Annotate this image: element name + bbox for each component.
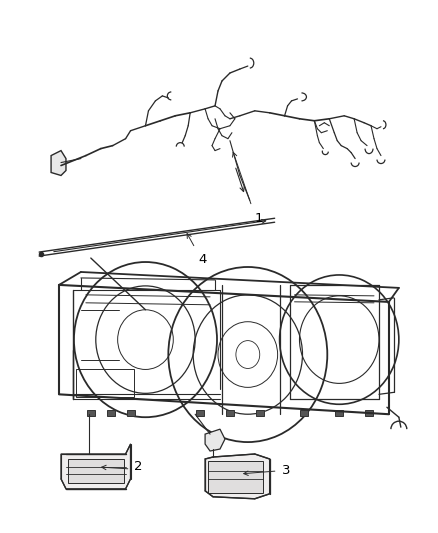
Bar [256,410,264,416]
Text: 3: 3 [282,464,290,478]
Text: 1: 1 [255,212,263,225]
Bar [208,461,263,493]
Bar [127,410,134,416]
Text: 2: 2 [134,461,142,473]
Polygon shape [205,454,270,499]
Bar [87,410,95,416]
Bar [76,369,134,397]
Polygon shape [61,444,131,489]
Bar [196,410,204,416]
Bar [300,410,308,416]
Bar [68,459,124,483]
Bar [365,410,373,416]
Text: 4: 4 [198,253,206,266]
Polygon shape [205,429,225,451]
Polygon shape [51,151,66,175]
Bar [107,410,115,416]
Bar [226,410,234,416]
Bar [335,410,343,416]
